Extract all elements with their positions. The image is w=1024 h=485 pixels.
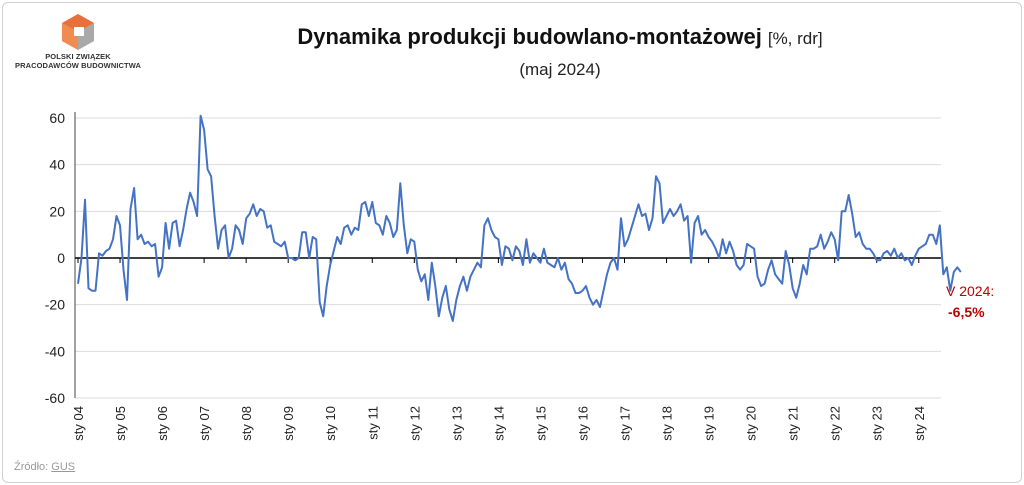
x-tick-label: sty 05 bbox=[113, 406, 128, 441]
x-tick-label: sty 17 bbox=[618, 406, 633, 441]
y-tick-label: -20 bbox=[45, 297, 65, 313]
x-tick-label: sty 24 bbox=[912, 406, 927, 441]
x-tick-label: sty 15 bbox=[533, 406, 548, 441]
organization-logo: POLSKI ZWIĄZEK PRACODAWCÓW BUDOWNICTWA bbox=[8, 12, 148, 70]
x-tick-label: sty 13 bbox=[449, 406, 464, 441]
x-tick-label: sty 23 bbox=[870, 406, 885, 441]
annotation-value: -6,5% bbox=[948, 304, 985, 320]
y-tick-label: 60 bbox=[49, 110, 65, 126]
x-tick-label: sty 09 bbox=[281, 406, 296, 441]
y-tick-label: 0 bbox=[57, 250, 65, 266]
x-tick-label: sty 20 bbox=[744, 406, 759, 441]
source-link[interactable]: GUS bbox=[51, 461, 76, 473]
y-tick-label: 20 bbox=[49, 203, 65, 219]
source-note: Źródło: GUS bbox=[14, 461, 75, 473]
x-tick-label: sty 16 bbox=[575, 406, 590, 441]
org-name-line1: POLSKI ZWIĄZEK bbox=[45, 52, 111, 61]
y-tick-label: -60 bbox=[45, 390, 65, 406]
x-tick-label: sty 18 bbox=[660, 406, 675, 441]
x-tick-label: sty 14 bbox=[491, 406, 506, 441]
chart-title-block: Dynamika produkcji budowlano-montażowej [… bbox=[200, 24, 920, 50]
y-tick-label: -40 bbox=[45, 343, 65, 359]
x-tick-label: sty 10 bbox=[323, 406, 338, 441]
chart-subtitle: (maj 2024) bbox=[519, 60, 601, 79]
chart-title: Dynamika produkcji budowlano-montażowej bbox=[297, 24, 762, 49]
org-name-line2: PRACODAWCÓW BUDOWNICTWA bbox=[14, 61, 142, 70]
x-tick-label: sty 04 bbox=[71, 406, 86, 441]
x-tick-label: sty 19 bbox=[702, 406, 717, 441]
x-tick-label: sty 07 bbox=[197, 406, 212, 441]
series-line bbox=[77, 114, 962, 322]
x-tick-label: sty 21 bbox=[786, 406, 801, 441]
y-tick-label: 40 bbox=[49, 157, 65, 173]
annotation-label: V 2024: bbox=[946, 283, 994, 299]
x-tick-label: sty 12 bbox=[407, 406, 422, 441]
x-tick-label: sty 06 bbox=[155, 406, 170, 441]
x-tick-label: sty 08 bbox=[239, 406, 254, 441]
chart-unit: [%, rdr] bbox=[767, 29, 823, 48]
x-tick-label: sty 22 bbox=[828, 406, 843, 441]
source-prefix: Źródło: bbox=[14, 461, 52, 473]
logo-cube-icon bbox=[62, 14, 94, 50]
x-tick-label: sty 11 bbox=[365, 406, 380, 440]
